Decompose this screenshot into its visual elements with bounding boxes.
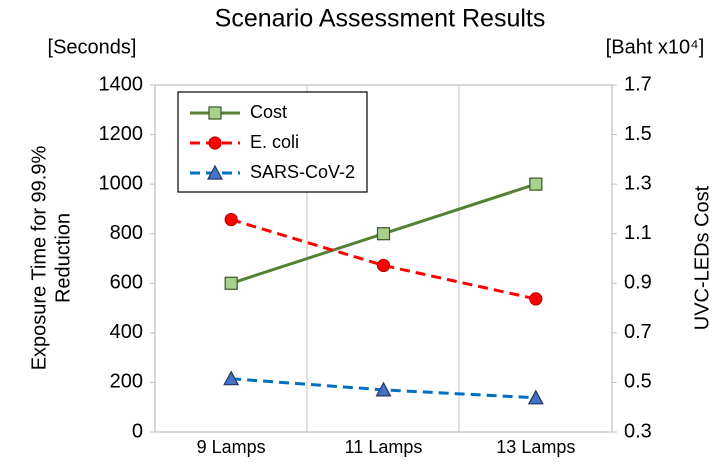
data-point bbox=[224, 276, 238, 290]
data-point bbox=[223, 370, 240, 386]
y2-tick-label: 1.3 bbox=[624, 172, 652, 194]
y-tick-label: 600 bbox=[110, 272, 143, 294]
legend-marker bbox=[208, 136, 222, 150]
x-tick-label: 13 Lamps bbox=[496, 437, 575, 457]
plot-frame bbox=[154, 84, 613, 433]
data-point bbox=[376, 227, 391, 241]
y-tick-label: 1200 bbox=[99, 123, 144, 145]
legend-label: Cost bbox=[250, 102, 287, 122]
data-point bbox=[529, 177, 543, 191]
legend-marker bbox=[208, 106, 222, 120]
y2-axis-label: UVC-LEDs Cost bbox=[691, 185, 713, 330]
y-tick-label: 800 bbox=[110, 222, 143, 244]
legend-marker bbox=[206, 164, 224, 180]
y-unit: [Seconds] bbox=[48, 36, 137, 58]
y2-tick-label: 1.1 bbox=[624, 222, 652, 244]
y-axis-label: Reduction bbox=[52, 213, 74, 303]
y2-unit: [Baht x10⁴] bbox=[606, 36, 705, 58]
legend-label: E. coli bbox=[250, 132, 299, 152]
y2-tick-label: 0.9 bbox=[624, 272, 652, 294]
data-point bbox=[376, 258, 391, 273]
x-tick-label: 9 Lamps bbox=[197, 437, 266, 457]
legend-label: SARS-CoV-2 bbox=[250, 162, 355, 182]
y2-tick-label: 1.7 bbox=[624, 73, 652, 95]
y2-tick-label: 0.7 bbox=[624, 321, 652, 343]
data-point bbox=[527, 389, 544, 405]
y2-tick-label: 1.5 bbox=[624, 123, 652, 145]
chart-title: Scenario Assessment Results bbox=[215, 5, 546, 33]
y2-tick-label: 0.3 bbox=[624, 420, 652, 442]
y2-tick-label: 0.5 bbox=[624, 371, 652, 393]
y-tick-label: 1000 bbox=[99, 172, 144, 194]
data-point bbox=[529, 292, 543, 306]
y-tick-label: 400 bbox=[110, 321, 143, 343]
data-point bbox=[375, 381, 392, 397]
x-tick-label: 11 Lamps bbox=[345, 437, 423, 457]
data-point bbox=[224, 212, 238, 227]
y-axis-label: Exposure Time for 99.9% bbox=[28, 146, 50, 371]
y-tick-label: 200 bbox=[110, 371, 143, 393]
y-tick-label: 1400 bbox=[99, 73, 144, 95]
y-tick-label: 0 bbox=[132, 420, 143, 442]
series-line bbox=[230, 218, 537, 301]
